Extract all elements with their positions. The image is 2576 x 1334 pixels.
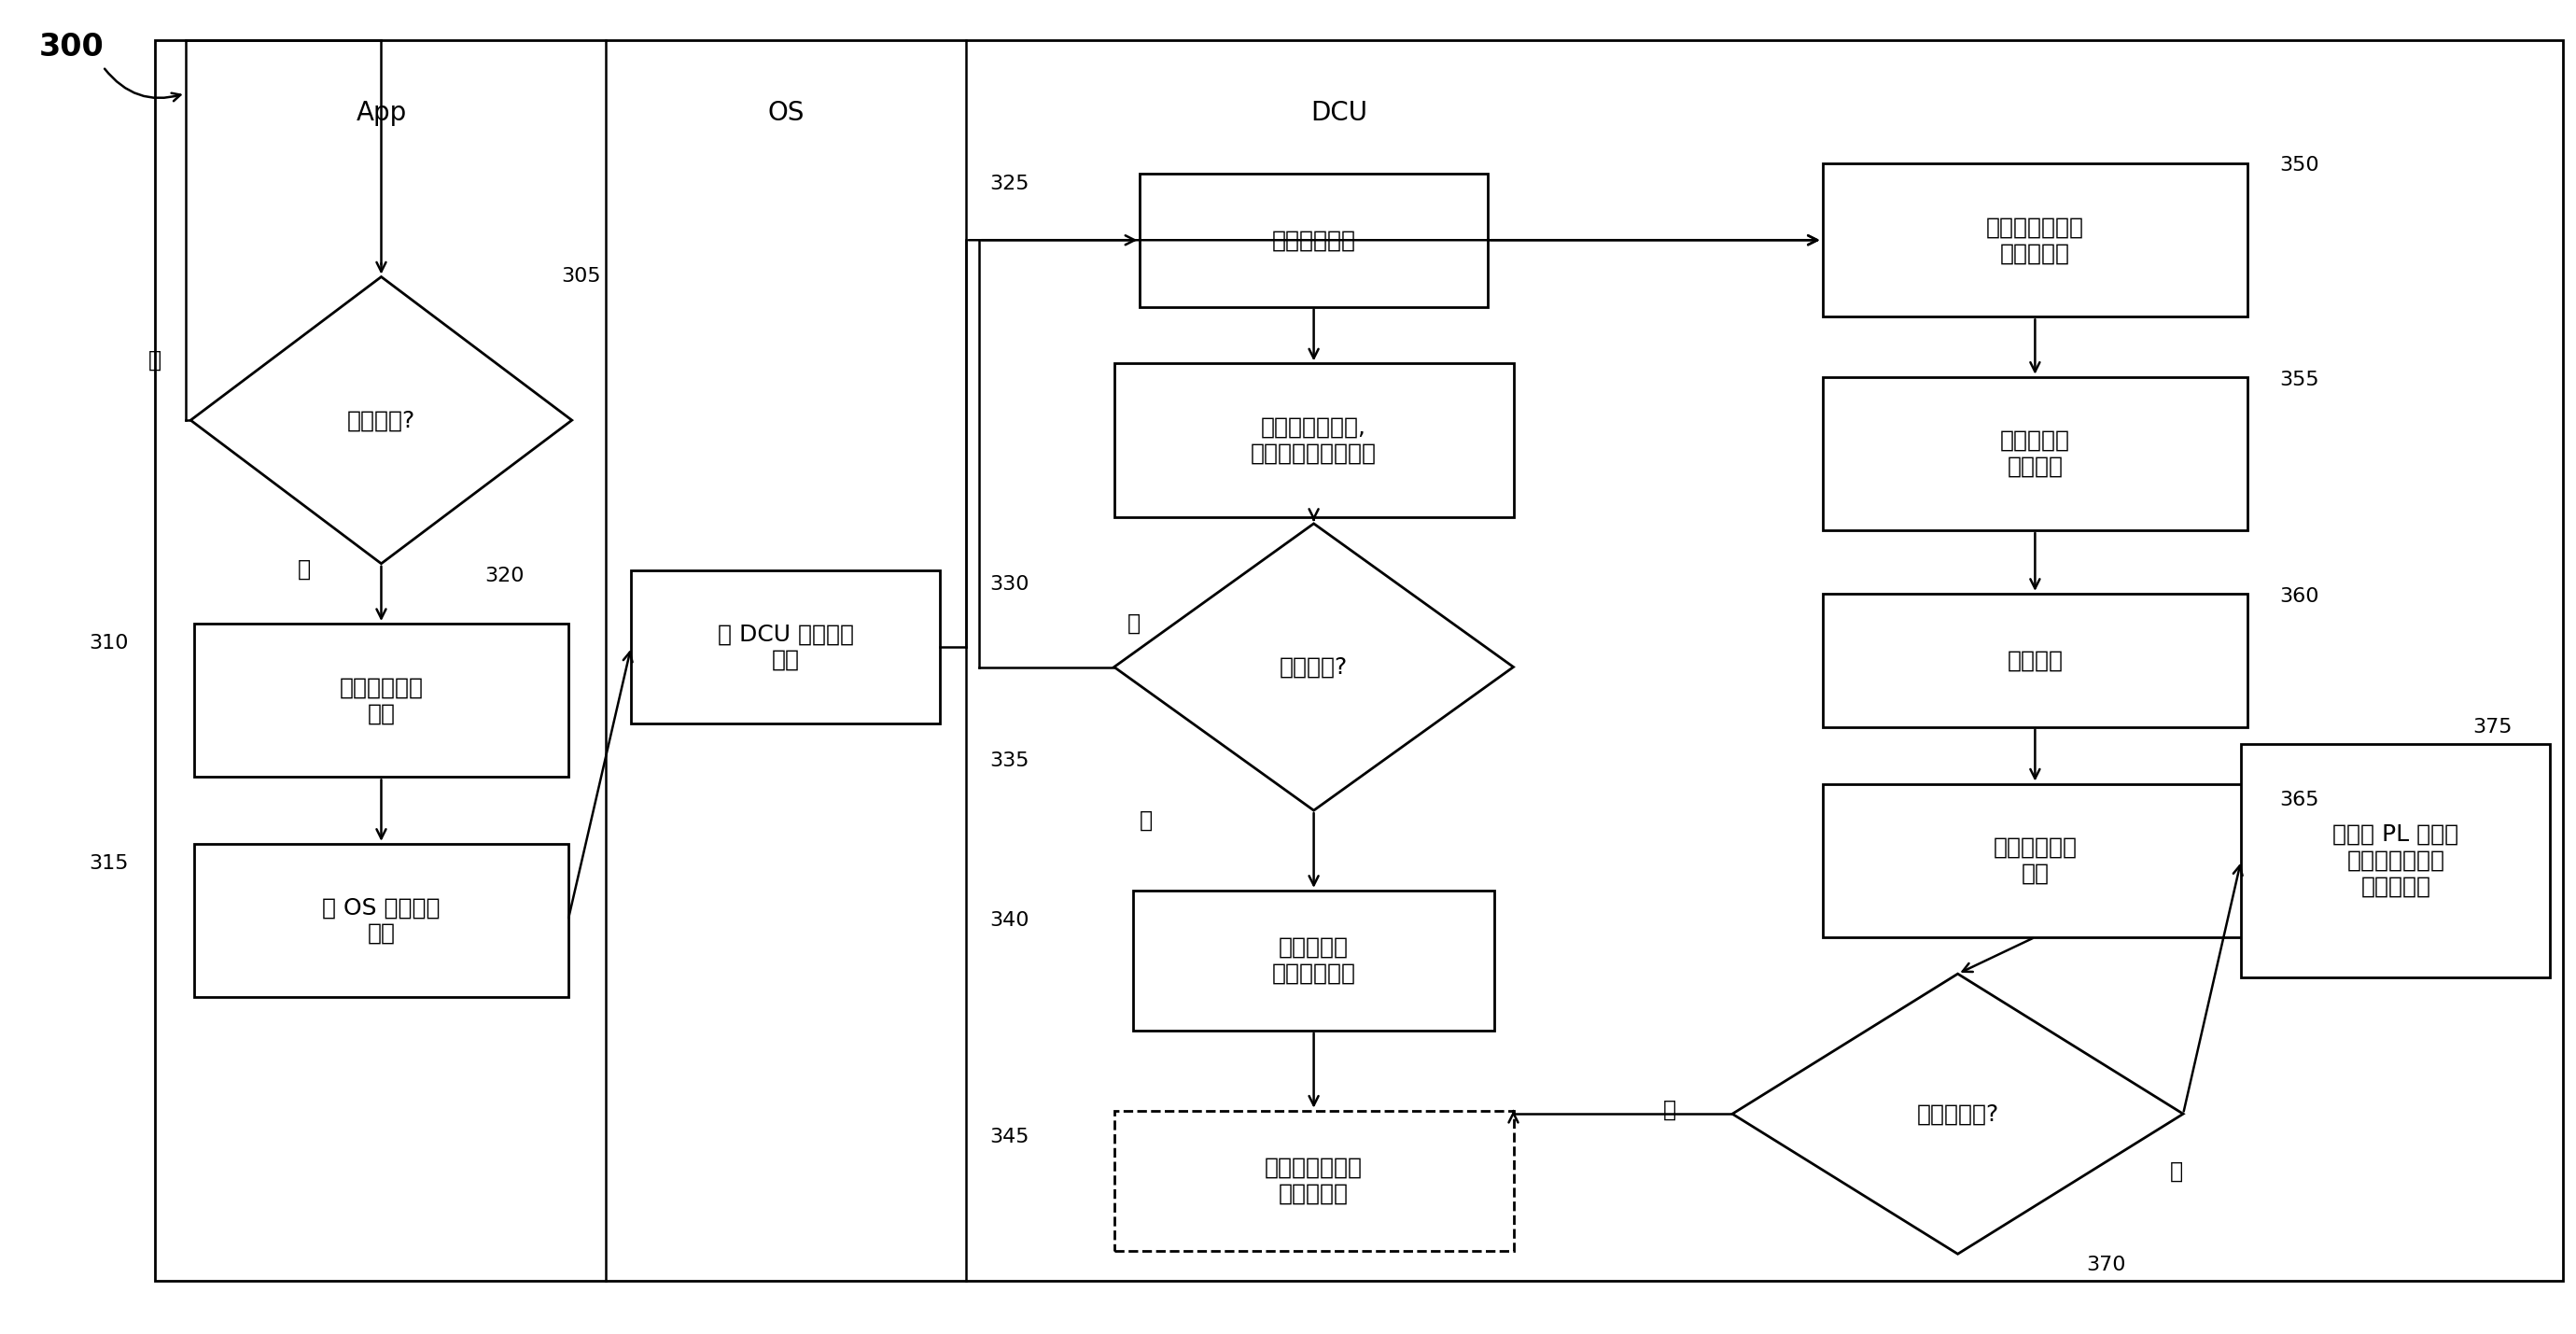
FancyBboxPatch shape bbox=[1824, 784, 2249, 936]
Text: 310: 310 bbox=[90, 634, 129, 652]
Text: 320: 320 bbox=[484, 567, 523, 586]
Text: 检测到错误?: 检测到错误? bbox=[1917, 1103, 1999, 1125]
Text: 对 OS 发送数据
请求: 对 OS 发送数据 请求 bbox=[322, 896, 440, 944]
FancyBboxPatch shape bbox=[1824, 376, 2249, 530]
Text: 是: 是 bbox=[296, 559, 312, 580]
Text: 接收数据请求: 接收数据请求 bbox=[1273, 229, 1355, 251]
Text: 队列为空?: 队列为空? bbox=[1280, 656, 1347, 678]
Text: 使用优先级信息,
向队列追加数据请求: 使用优先级信息, 向队列追加数据请求 bbox=[1252, 416, 1376, 464]
Text: DCU: DCU bbox=[1311, 100, 1368, 127]
Text: 否: 否 bbox=[1139, 810, 1154, 831]
Text: 发送数据: 发送数据 bbox=[2007, 650, 2063, 671]
Text: 350: 350 bbox=[2280, 156, 2318, 175]
Text: 对 DCU 发送数据
请求: 对 DCU 发送数据 请求 bbox=[719, 623, 853, 671]
FancyBboxPatch shape bbox=[1139, 173, 1489, 307]
Text: 315: 315 bbox=[90, 854, 129, 872]
FancyBboxPatch shape bbox=[155, 40, 2563, 1281]
Text: 触发事件?: 触发事件? bbox=[348, 410, 415, 431]
Text: 340: 340 bbox=[989, 911, 1028, 930]
FancyBboxPatch shape bbox=[196, 844, 567, 998]
FancyBboxPatch shape bbox=[2241, 744, 2550, 976]
Text: 从队列除去重复
的收集命令: 从队列除去重复 的收集命令 bbox=[1986, 216, 2084, 264]
Polygon shape bbox=[191, 277, 572, 563]
Text: 是: 是 bbox=[2169, 1161, 2184, 1182]
Text: 375: 375 bbox=[2473, 718, 2512, 736]
FancyBboxPatch shape bbox=[631, 571, 940, 723]
Polygon shape bbox=[1113, 523, 1515, 810]
Text: 为了从 PL 进行发
送而将错误保存
于错误日志: 为了从 PL 进行发 送而将错误保存 于错误日志 bbox=[2334, 823, 2458, 898]
FancyBboxPatch shape bbox=[1113, 1110, 1515, 1251]
Text: 355: 355 bbox=[2280, 371, 2318, 390]
Text: 从队列选择
接下来的项目: 从队列选择 接下来的项目 bbox=[1273, 936, 1355, 984]
FancyBboxPatch shape bbox=[1824, 594, 2249, 727]
Text: 从存储器除去
数据: 从存储器除去 数据 bbox=[1994, 836, 2076, 884]
Text: 否: 否 bbox=[1662, 1099, 1677, 1121]
FancyBboxPatch shape bbox=[1113, 363, 1515, 516]
Text: App: App bbox=[355, 100, 407, 127]
Text: 305: 305 bbox=[562, 267, 600, 285]
Text: 365: 365 bbox=[2280, 791, 2318, 810]
Polygon shape bbox=[1731, 974, 2184, 1254]
Text: 收集数据并
进行处理: 收集数据并 进行处理 bbox=[1999, 430, 2071, 478]
Text: 否: 否 bbox=[147, 350, 162, 371]
Text: 345: 345 bbox=[989, 1127, 1028, 1146]
Text: 360: 360 bbox=[2280, 587, 2318, 606]
Text: 取消优先级更低
的收集命令: 取消优先级更低 的收集命令 bbox=[1265, 1157, 1363, 1205]
Text: 335: 335 bbox=[989, 751, 1028, 770]
FancyBboxPatch shape bbox=[1133, 891, 1494, 1030]
Text: 330: 330 bbox=[989, 575, 1028, 594]
Text: OS: OS bbox=[768, 100, 804, 127]
Text: 370: 370 bbox=[2087, 1255, 2125, 1274]
Text: 325: 325 bbox=[989, 175, 1028, 193]
FancyBboxPatch shape bbox=[196, 624, 567, 776]
Text: 是: 是 bbox=[1126, 612, 1141, 634]
Text: 300: 300 bbox=[39, 31, 103, 63]
FancyBboxPatch shape bbox=[1824, 164, 2249, 317]
Text: 生成数据收集
命令: 生成数据收集 命令 bbox=[340, 676, 422, 724]
